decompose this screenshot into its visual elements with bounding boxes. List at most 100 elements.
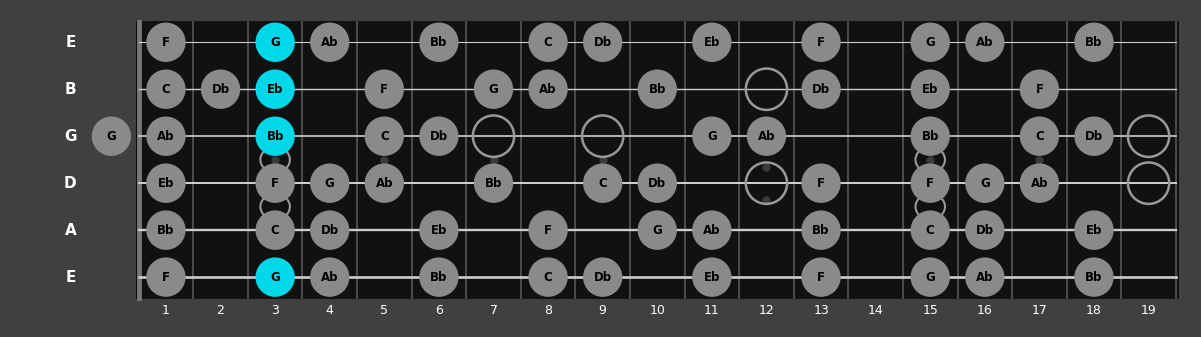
Ellipse shape [966, 163, 1004, 203]
Text: C: C [1035, 130, 1044, 143]
Text: 5: 5 [381, 304, 388, 316]
Text: Db: Db [1085, 130, 1103, 143]
Ellipse shape [910, 257, 950, 297]
Text: Bb: Bb [485, 177, 502, 190]
Ellipse shape [419, 210, 459, 250]
Ellipse shape [310, 23, 349, 62]
Ellipse shape [528, 257, 568, 297]
Text: C: C [162, 83, 171, 96]
Ellipse shape [692, 210, 731, 250]
Text: G: G [270, 36, 280, 49]
Text: Ab: Ab [976, 36, 993, 49]
Ellipse shape [1075, 117, 1113, 156]
Text: G: G [925, 36, 936, 49]
Text: 15: 15 [922, 304, 938, 316]
Ellipse shape [310, 257, 349, 297]
Text: Ab: Ab [157, 130, 174, 143]
Text: G: G [270, 271, 280, 284]
Text: Bb: Bb [1086, 271, 1103, 284]
Text: 18: 18 [1086, 304, 1103, 316]
Ellipse shape [582, 163, 622, 203]
Ellipse shape [528, 69, 568, 109]
Text: F: F [926, 177, 934, 190]
Text: G: G [707, 130, 717, 143]
Text: F: F [1035, 83, 1044, 96]
Ellipse shape [638, 69, 677, 109]
Ellipse shape [692, 23, 731, 62]
Ellipse shape [582, 257, 622, 297]
Ellipse shape [365, 117, 404, 156]
Text: Bb: Bb [1086, 36, 1103, 49]
FancyBboxPatch shape [136, 21, 1178, 299]
Text: F: F [817, 271, 825, 284]
Ellipse shape [910, 117, 950, 156]
Ellipse shape [966, 210, 1004, 250]
Ellipse shape [528, 210, 568, 250]
Ellipse shape [692, 257, 731, 297]
Ellipse shape [256, 257, 294, 297]
Ellipse shape [365, 69, 404, 109]
Ellipse shape [801, 257, 841, 297]
Text: E: E [65, 35, 76, 50]
Ellipse shape [419, 117, 459, 156]
Text: 14: 14 [868, 304, 884, 316]
Ellipse shape [582, 23, 622, 62]
Ellipse shape [801, 69, 841, 109]
Text: 9: 9 [599, 304, 607, 316]
Text: Eb: Eb [157, 177, 174, 190]
Text: 12: 12 [759, 304, 775, 316]
Ellipse shape [256, 69, 294, 109]
Text: F: F [271, 177, 279, 190]
Ellipse shape [1020, 69, 1059, 109]
Ellipse shape [201, 69, 240, 109]
Text: G: G [489, 83, 498, 96]
Text: 19: 19 [1141, 304, 1157, 316]
Text: Db: Db [211, 83, 229, 96]
Text: 13: 13 [813, 304, 829, 316]
Ellipse shape [1075, 210, 1113, 250]
Ellipse shape [692, 117, 731, 156]
Text: Bb: Bb [430, 36, 448, 49]
Ellipse shape [474, 163, 513, 203]
Text: 2: 2 [216, 304, 225, 316]
Text: 10: 10 [650, 304, 665, 316]
Text: F: F [544, 224, 552, 237]
Ellipse shape [1075, 257, 1113, 297]
Text: G: G [107, 130, 116, 143]
Text: 8: 8 [544, 304, 552, 316]
Text: G: G [64, 129, 77, 144]
Text: Db: Db [593, 36, 611, 49]
Text: C: C [380, 130, 389, 143]
Text: Eb: Eb [431, 224, 447, 237]
Text: G: G [324, 177, 335, 190]
Text: 3: 3 [271, 304, 279, 316]
Text: Ab: Ab [703, 224, 721, 237]
Text: Bb: Bb [812, 224, 830, 237]
Text: Db: Db [593, 271, 611, 284]
Text: Eb: Eb [704, 36, 721, 49]
Text: Ab: Ab [976, 271, 993, 284]
Text: D: D [64, 176, 77, 191]
Text: Db: Db [321, 224, 339, 237]
Text: Bb: Bb [921, 130, 939, 143]
Text: B: B [65, 82, 76, 97]
Ellipse shape [256, 117, 294, 156]
Text: Bb: Bb [430, 271, 448, 284]
Text: C: C [598, 177, 607, 190]
Text: C: C [544, 36, 552, 49]
Ellipse shape [256, 163, 294, 203]
Ellipse shape [256, 23, 294, 62]
Ellipse shape [801, 163, 841, 203]
Ellipse shape [638, 163, 677, 203]
Text: 7: 7 [490, 304, 497, 316]
Text: Eb: Eb [1086, 224, 1103, 237]
Ellipse shape [1020, 117, 1059, 156]
Text: C: C [270, 224, 280, 237]
Ellipse shape [966, 257, 1004, 297]
Ellipse shape [801, 210, 841, 250]
Ellipse shape [91, 117, 131, 156]
Text: Db: Db [975, 224, 994, 237]
Text: F: F [817, 36, 825, 49]
Text: Bb: Bb [649, 83, 667, 96]
Ellipse shape [966, 23, 1004, 62]
